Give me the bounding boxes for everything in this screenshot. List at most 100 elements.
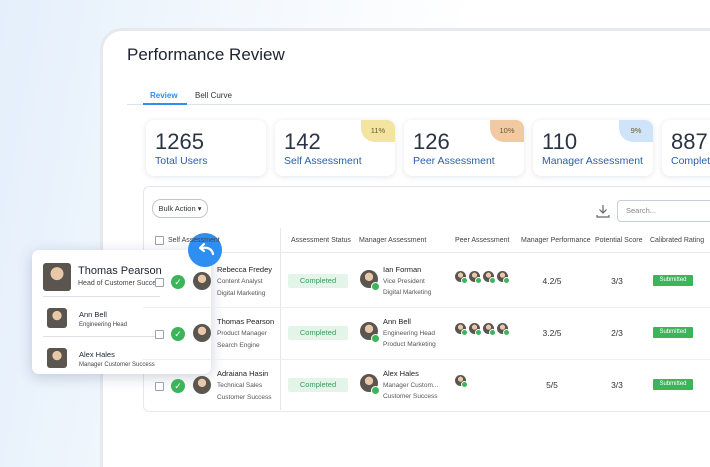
- manager-check: [371, 386, 380, 395]
- popup-name: Thomas Pearson: [78, 265, 162, 277]
- peer-check: [475, 277, 482, 284]
- stat-card: 142 Self Assessment 11%: [275, 120, 395, 176]
- search-placeholder: Search...: [626, 206, 657, 215]
- popup-photo: [43, 263, 71, 291]
- active-tab-indicator: [143, 103, 187, 105]
- stat-badge: 9%: [619, 120, 653, 142]
- peer-check: [489, 277, 496, 284]
- peer-avatar: [483, 271, 494, 282]
- bulk-action-button[interactable]: Bulk Action ▾: [152, 199, 208, 218]
- tab[interactable]: Review: [150, 91, 178, 100]
- popup-card: Thomas Pearson Head of Customer Success …: [32, 250, 211, 374]
- column-header: Self Assessment: [168, 237, 220, 244]
- peer-avatar: [455, 375, 466, 386]
- stat-card: 126 Peer Assessment 10%: [404, 120, 524, 176]
- popup-title: Head of Customer Success: [78, 280, 164, 287]
- employee-department: Search Engine: [217, 342, 260, 349]
- manager-title: Manager Custom...: [383, 382, 439, 389]
- status-pill: Completed: [288, 274, 348, 288]
- stat-card: 887Complete: [662, 120, 710, 176]
- stat-label: Total Users: [155, 155, 208, 167]
- stat-value: 126: [413, 129, 450, 154]
- employee-title: Technical Sales: [217, 382, 263, 389]
- employee-name: Adraiana Hasin: [217, 369, 269, 378]
- calibrated-rating: Submitted: [653, 379, 693, 390]
- column-header: Potential Score: [595, 237, 643, 244]
- person-avatar: [47, 348, 67, 368]
- potential-score: 3/3: [611, 380, 623, 390]
- stat-card: 1265 Total Users: [146, 120, 266, 176]
- select-all-checkbox[interactable]: [155, 236, 164, 245]
- search-box[interactable]: Search...: [617, 200, 710, 222]
- manager-check: [371, 334, 380, 343]
- row-checkbox[interactable]: [155, 330, 164, 339]
- download-icon[interactable]: [596, 204, 610, 218]
- employee-department: Customer Success: [217, 394, 272, 401]
- row-checkbox[interactable]: [155, 278, 164, 287]
- manager-name: Ann Bell: [383, 317, 411, 326]
- manager-name: Ian Forman: [383, 265, 422, 274]
- stat-label: Self Assessment: [284, 155, 362, 167]
- peer-check: [461, 329, 468, 336]
- popup-divider: [43, 336, 160, 337]
- row-checkbox[interactable]: [155, 382, 164, 391]
- peer-check: [461, 381, 468, 388]
- peer-avatar: [469, 323, 480, 334]
- peer-check: [475, 329, 482, 336]
- column-header: Calibrated Rating: [650, 237, 705, 244]
- employee-avatar: [193, 272, 211, 290]
- peer-avatar: [455, 271, 466, 282]
- column-header: Manager Performance: [521, 237, 591, 244]
- peer-check: [503, 329, 510, 336]
- peer-avatar: [497, 323, 508, 334]
- person-avatar: [47, 308, 67, 328]
- employee-department: Digital Marketing: [217, 290, 266, 297]
- stat-label: Complete: [671, 155, 710, 167]
- manager-department: Product Marketing: [383, 341, 436, 348]
- stat-label: Manager Assessment: [542, 155, 643, 167]
- manager-performance: 3.2/5: [542, 328, 562, 338]
- stat-badge: 11%: [361, 120, 395, 142]
- swap-button[interactable]: [188, 233, 224, 269]
- column-divider: [280, 228, 281, 410]
- manager-name: Alex Hales: [383, 369, 419, 378]
- peer-avatar: [469, 271, 480, 282]
- peer-avatar: [483, 323, 494, 334]
- column-header: Manager Assessment: [359, 237, 427, 244]
- manager-department: Digital Marketing: [383, 289, 432, 296]
- manager-performance: 4.2/5: [542, 276, 562, 286]
- stat-value: 1265: [155, 129, 204, 154]
- employee-name: Rebecca Fredey: [217, 265, 273, 274]
- bulk-action-label: Bulk Action: [158, 204, 196, 213]
- column-header: Assessment Status: [291, 237, 351, 244]
- tab[interactable]: Bell Curve: [195, 91, 232, 100]
- stat-label: Peer Assessment: [413, 155, 495, 167]
- stat-value: 142: [284, 129, 321, 154]
- page-title: Performance Review: [127, 45, 285, 64]
- row-divider: [143, 359, 710, 360]
- potential-score: 2/3: [611, 328, 623, 338]
- header-divider: [143, 252, 710, 253]
- status-check: ✓: [171, 379, 185, 393]
- manager-title: Engineering Head: [383, 330, 436, 337]
- popup-divider: [43, 296, 160, 297]
- column-header: Peer Assessment: [455, 237, 510, 244]
- status-check: ✓: [171, 275, 185, 289]
- peer-check: [489, 329, 496, 336]
- peer-avatar: [455, 323, 466, 334]
- status-pill: Completed: [288, 326, 348, 340]
- manager-check: [371, 282, 380, 291]
- stat-value: 887: [671, 129, 708, 154]
- manager-department: Customer Success: [383, 393, 438, 400]
- status-pill: Completed: [288, 378, 348, 392]
- manager-performance: 5/5: [546, 380, 558, 390]
- table-container: [143, 186, 710, 412]
- stat-card: 110 Manager Assessment 9%: [533, 120, 653, 176]
- person-title: Engineering Head: [79, 322, 128, 328]
- potential-score: 3/3: [611, 276, 623, 286]
- stat-badge: 10%: [490, 120, 524, 142]
- calibrated-rating: Submitted: [653, 275, 693, 286]
- person-name: Alex Hales: [79, 350, 115, 359]
- employee-name: Thomas Pearson: [217, 317, 275, 326]
